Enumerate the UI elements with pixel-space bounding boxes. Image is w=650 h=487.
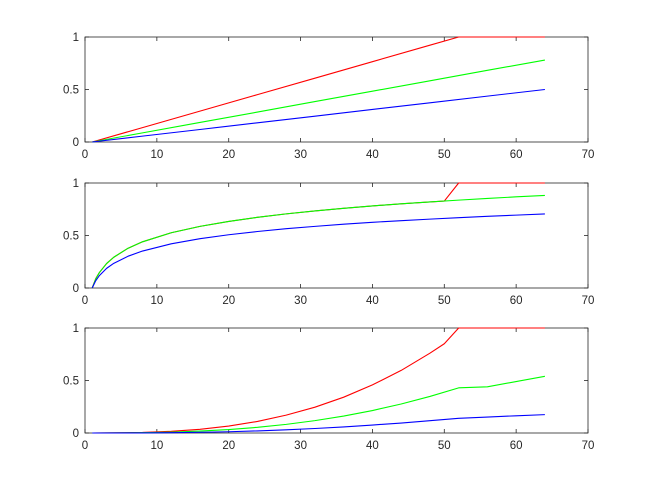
x-tick-label: 20 — [222, 440, 235, 452]
x-tick-label: 40 — [366, 440, 379, 452]
y-tick-label: 0.5 — [63, 376, 79, 388]
x-tick-label: 10 — [150, 440, 163, 452]
x-tick-label: 70 — [582, 440, 595, 452]
x-tick-label: 60 — [510, 295, 523, 307]
series-line-2 — [92, 59, 545, 143]
x-tick-label: 10 — [150, 295, 163, 307]
x-tick-label: 0 — [82, 295, 88, 307]
x-tick-label: 40 — [366, 295, 379, 307]
y-tick-label: 0.5 — [63, 85, 79, 97]
x-tick-label: 60 — [510, 440, 523, 452]
x-tick-label: 10 — [150, 149, 163, 161]
series-line-1 — [92, 36, 545, 143]
x-tick-label: 60 — [510, 149, 523, 161]
series-line-3 — [92, 88, 545, 143]
x-tick-label: 20 — [222, 295, 235, 307]
axes-box — [84, 327, 589, 434]
y-tick-label: 1 — [73, 323, 79, 335]
x-tick-label: 30 — [294, 149, 307, 161]
y-tick-label: 0 — [73, 137, 79, 149]
y-tick-label: 1 — [73, 32, 79, 44]
series-line-2 — [92, 375, 545, 434]
series-line-3 — [92, 414, 545, 434]
series-line-3 — [91, 213, 545, 289]
axes-box — [84, 36, 589, 143]
y-tick-label: 0 — [73, 283, 79, 295]
series-line-2 — [91, 194, 545, 289]
x-tick-label: 50 — [438, 295, 451, 307]
subplot-3: 0 10 20 30 40 50 60 70 0 0.5 1 — [63, 323, 594, 452]
x-tick-label: 70 — [582, 149, 595, 161]
x-tick-label: 50 — [438, 149, 451, 161]
axes-box — [84, 182, 589, 289]
x-tick-label: 40 — [366, 149, 379, 161]
x-tick-label: 30 — [294, 295, 307, 307]
x-tick-label: 0 — [82, 149, 88, 161]
x-tick-label: 20 — [222, 149, 235, 161]
y-tick-label: 0 — [73, 428, 79, 440]
x-tick-label: 50 — [438, 440, 451, 452]
series-line-1 — [92, 327, 545, 434]
x-tick-label: 30 — [294, 440, 307, 452]
x-tick-label: 0 — [82, 440, 88, 452]
subplot-1: 0 10 20 30 40 50 60 70 0 0.5 1 — [63, 32, 594, 161]
y-tick-label: 1 — [73, 178, 79, 190]
y-tick-label: 0.5 — [63, 231, 79, 243]
subplot-2: 0 10 20 30 40 50 60 70 0 0.5 1 — [63, 178, 594, 307]
x-tick-label: 70 — [582, 295, 595, 307]
